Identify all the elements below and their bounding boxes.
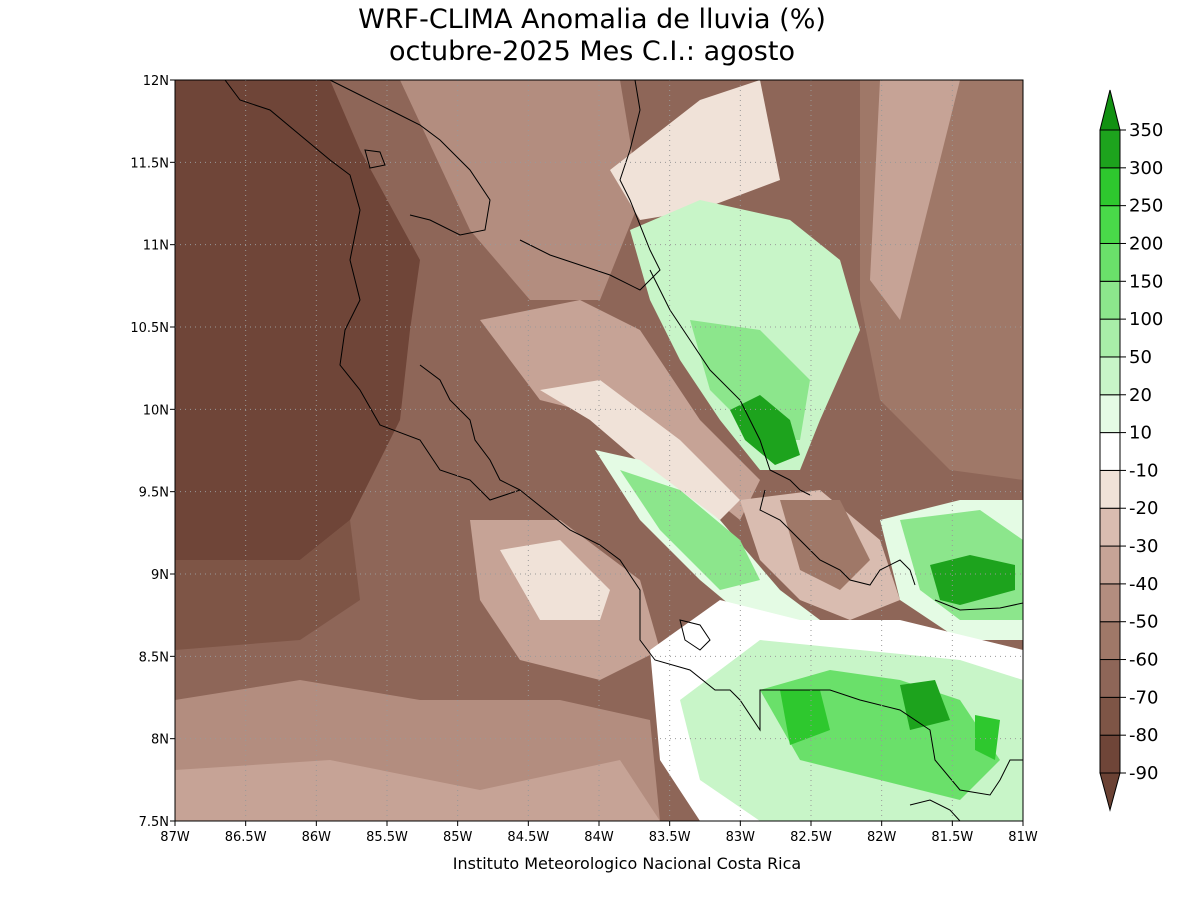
colorbar-swatch [1099,356,1121,396]
colorbar-label: 100 [1129,309,1163,330]
colorbar-swatch [1099,507,1121,547]
colorbar-swatch [1099,659,1121,698]
anomaly-region [780,500,870,590]
anomaly-region [780,690,830,745]
colorbar: -90 -80 -70 -60 -50 -40 -30 -20 -10 10 20 50 100 150 2… [1099,89,1163,812]
x-tick-label: 83.5W [649,830,691,845]
colorbar-swatch [1099,394,1121,434]
x-tick-label: 83W [726,830,756,845]
colorbar-label: -80 [1129,725,1158,746]
colorbar-swatch [1099,280,1121,320]
colorbar-label: -60 [1129,650,1158,671]
anomaly-region [690,320,810,440]
x-tick-label: 84.5W [507,830,549,845]
anomaly-region [500,540,610,620]
axes: 87W 86.5W 86W 85.5W 85W 84.5W 84W 83.5W 83W 82.5W… [130,74,1038,845]
x-tick-label: 81W [1008,830,1038,845]
colorbar-label: 150 [1129,271,1163,292]
anomaly-region [975,715,1000,760]
anomaly-region [900,680,950,730]
colorbar-swatch [1099,432,1121,471]
anomaly-region [175,80,420,570]
title-line: WRF-CLIMA Anomalia de lluvia (%) [358,4,826,35]
colorbar-label: 200 [1129,233,1163,254]
colorbar-label: -50 [1129,612,1158,633]
colorbar-swatch [1099,242,1121,282]
anomaly-region [870,80,960,320]
y-tick-label: 9N [151,568,169,583]
x-tick-label: 82W [867,830,897,845]
colorbar-extension [1099,89,1121,131]
y-tick-label: 11N [143,239,169,254]
x-tick-label: 84W [584,830,614,845]
colorbar-label: -70 [1129,687,1158,708]
x-tick-label: 86.5W [225,830,267,845]
anomaly-region [610,80,780,220]
colorbar-swatch [1099,621,1121,661]
x-tick-label: 85.5W [366,830,408,845]
x-tick-label: 82.5W [790,830,832,845]
y-tick-label: 10N [143,403,169,418]
anomaly-region [620,470,760,590]
y-tick-label: 12N [143,74,169,89]
y-tick-label: 8.5N [139,650,169,665]
colorbar-swatch [1099,583,1121,623]
coastline [224,80,1023,821]
anomaly-region [540,380,740,520]
colorbar-label: 300 [1129,158,1163,179]
colorbar-extension [1099,772,1121,812]
anomaly-region [175,520,360,650]
colorbar-swatch [1099,469,1121,509]
colorbar-label: -30 [1129,536,1158,557]
colorbar-swatch [1099,129,1121,169]
colorbar-swatch [1099,696,1121,736]
x-tick-label: 86W [302,830,332,845]
y-tick-label: 11.5N [130,156,169,171]
colorbar-swatch [1099,734,1121,774]
graticule [175,80,1023,821]
x-tick-label: 81.5W [931,830,973,845]
colorbar-label: 250 [1129,196,1163,217]
title-line: octubre-2025 Mes C.I.: agosto [389,36,795,67]
colorbar-label: -20 [1129,498,1158,519]
colorbar-swatch [1099,205,1121,244]
colorbar-swatch [1099,545,1121,585]
credit: Instituto Meteorologico Nacional Costa R… [453,854,801,873]
colorbar-label: 10 [1129,423,1152,444]
y-tick-label: 7.5N [139,815,169,830]
anomaly-region [730,395,800,465]
colorbar-label: -40 [1129,574,1158,595]
colorbar-label: -90 [1129,763,1158,784]
anomaly-region [175,760,660,821]
y-tick-label: 8N [151,733,169,748]
x-tick-label: 87W [160,830,190,845]
anomaly-region [930,555,1015,605]
colorbar-label: 20 [1129,385,1152,406]
y-tick-label: 10.5N [130,321,169,336]
colorbar-label: 50 [1129,347,1152,368]
y-tick-label: 9.5N [139,486,169,501]
colorbar-swatch [1099,167,1121,207]
colorbar-label: 350 [1129,120,1163,141]
colorbar-label: -10 [1129,460,1158,481]
colorbar-swatch [1099,318,1121,358]
x-tick-label: 85W [443,830,473,845]
